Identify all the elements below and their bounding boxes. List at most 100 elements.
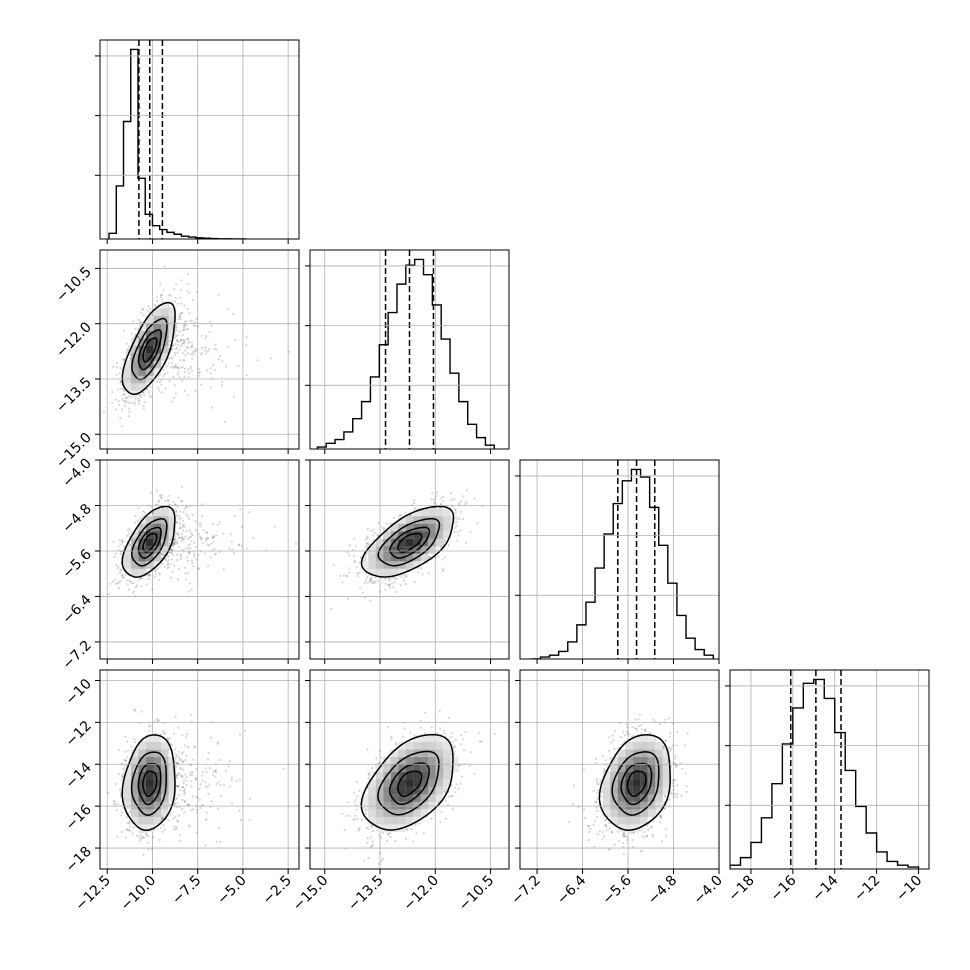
sample-point (215, 348, 218, 351)
density-cell (161, 531, 169, 539)
sample-point (121, 574, 124, 577)
density-cell (146, 375, 154, 384)
sample-point (174, 300, 177, 303)
sample-point (457, 534, 460, 537)
density-cell (435, 531, 444, 539)
density-cell (123, 553, 131, 562)
density-cell (146, 338, 154, 346)
sample-point (181, 548, 184, 551)
sample-point (208, 330, 211, 334)
sample-point (119, 571, 122, 574)
sample-point (167, 565, 170, 569)
sample-point (206, 531, 209, 535)
sample-point (164, 366, 168, 369)
sample-point (294, 542, 298, 546)
sample-point (190, 588, 193, 591)
sample-point (186, 272, 189, 276)
sample-point (182, 537, 186, 541)
sample-point (388, 586, 392, 589)
sample-point (180, 311, 183, 315)
sample-point (441, 558, 444, 561)
density-cell (413, 531, 421, 539)
sample-point (365, 535, 368, 538)
sample-point (123, 404, 126, 407)
sample-point (151, 588, 154, 591)
sample-point (181, 366, 184, 369)
sample-point (214, 343, 217, 346)
sample-point (190, 532, 193, 535)
sample-point (248, 511, 251, 514)
sample-point (183, 339, 186, 342)
sample-point (167, 562, 170, 565)
sample-point (175, 329, 178, 332)
sample-point (205, 771, 208, 774)
sample-point (206, 350, 210, 353)
sample-point (175, 532, 178, 536)
sample-point (167, 503, 171, 506)
sample-point (173, 287, 176, 291)
density-cell (153, 531, 161, 539)
sample-point (137, 318, 140, 321)
sample-point (128, 588, 131, 591)
density-cell (153, 553, 161, 562)
sample-point (197, 567, 200, 570)
sample-point (429, 556, 432, 559)
sample-point (453, 497, 456, 500)
sample-point (237, 365, 240, 368)
sample-point (113, 578, 116, 582)
sample-point (180, 339, 183, 342)
sample-point (215, 534, 218, 537)
sample-point (179, 557, 182, 560)
sample-point (126, 348, 129, 351)
sample-point (119, 543, 122, 546)
density-cell (383, 568, 391, 577)
sample-point (194, 389, 197, 393)
sample-point (182, 342, 185, 345)
contour-level-3 (142, 532, 158, 553)
sample-point (133, 521, 137, 524)
sample-point (188, 291, 191, 294)
sample-point (413, 580, 416, 584)
sample-point (232, 551, 236, 555)
sample-point (206, 369, 209, 372)
sample-point (183, 340, 186, 343)
sample-point (113, 555, 116, 559)
sample-point (190, 559, 193, 562)
sample-point (215, 783, 218, 786)
sample-point (365, 542, 368, 545)
sample-point (134, 398, 137, 401)
sample-point (353, 537, 356, 540)
panel-content (102, 265, 290, 428)
density-cell (443, 516, 451, 524)
density-cell (368, 561, 376, 569)
contour-level-1 (131, 317, 168, 381)
sample-point (118, 371, 121, 375)
sample-point (454, 509, 457, 512)
sample-point (351, 548, 354, 551)
sample-point (125, 396, 128, 399)
sample-point (456, 539, 459, 542)
sample-point (453, 526, 457, 529)
sample-point (182, 510, 185, 514)
sample-point (169, 339, 172, 342)
sample-point (180, 532, 183, 536)
density-cell (153, 323, 161, 331)
sample-point (369, 579, 372, 582)
sample-point (183, 304, 186, 307)
sample-point (453, 508, 456, 511)
sample-point (121, 540, 124, 543)
sample-point (168, 294, 171, 297)
sample-point (148, 394, 151, 397)
sample-point (186, 572, 189, 575)
sample-point (117, 388, 120, 391)
sample-point (117, 399, 120, 403)
sample-point (154, 568, 157, 571)
sample-point (143, 394, 146, 397)
sample-point (434, 502, 437, 505)
density-cell (153, 538, 161, 547)
sample-point (187, 517, 190, 521)
sample-point (117, 581, 121, 584)
sample-point (181, 524, 184, 527)
sample-point (405, 568, 408, 571)
sample-point (368, 543, 371, 546)
